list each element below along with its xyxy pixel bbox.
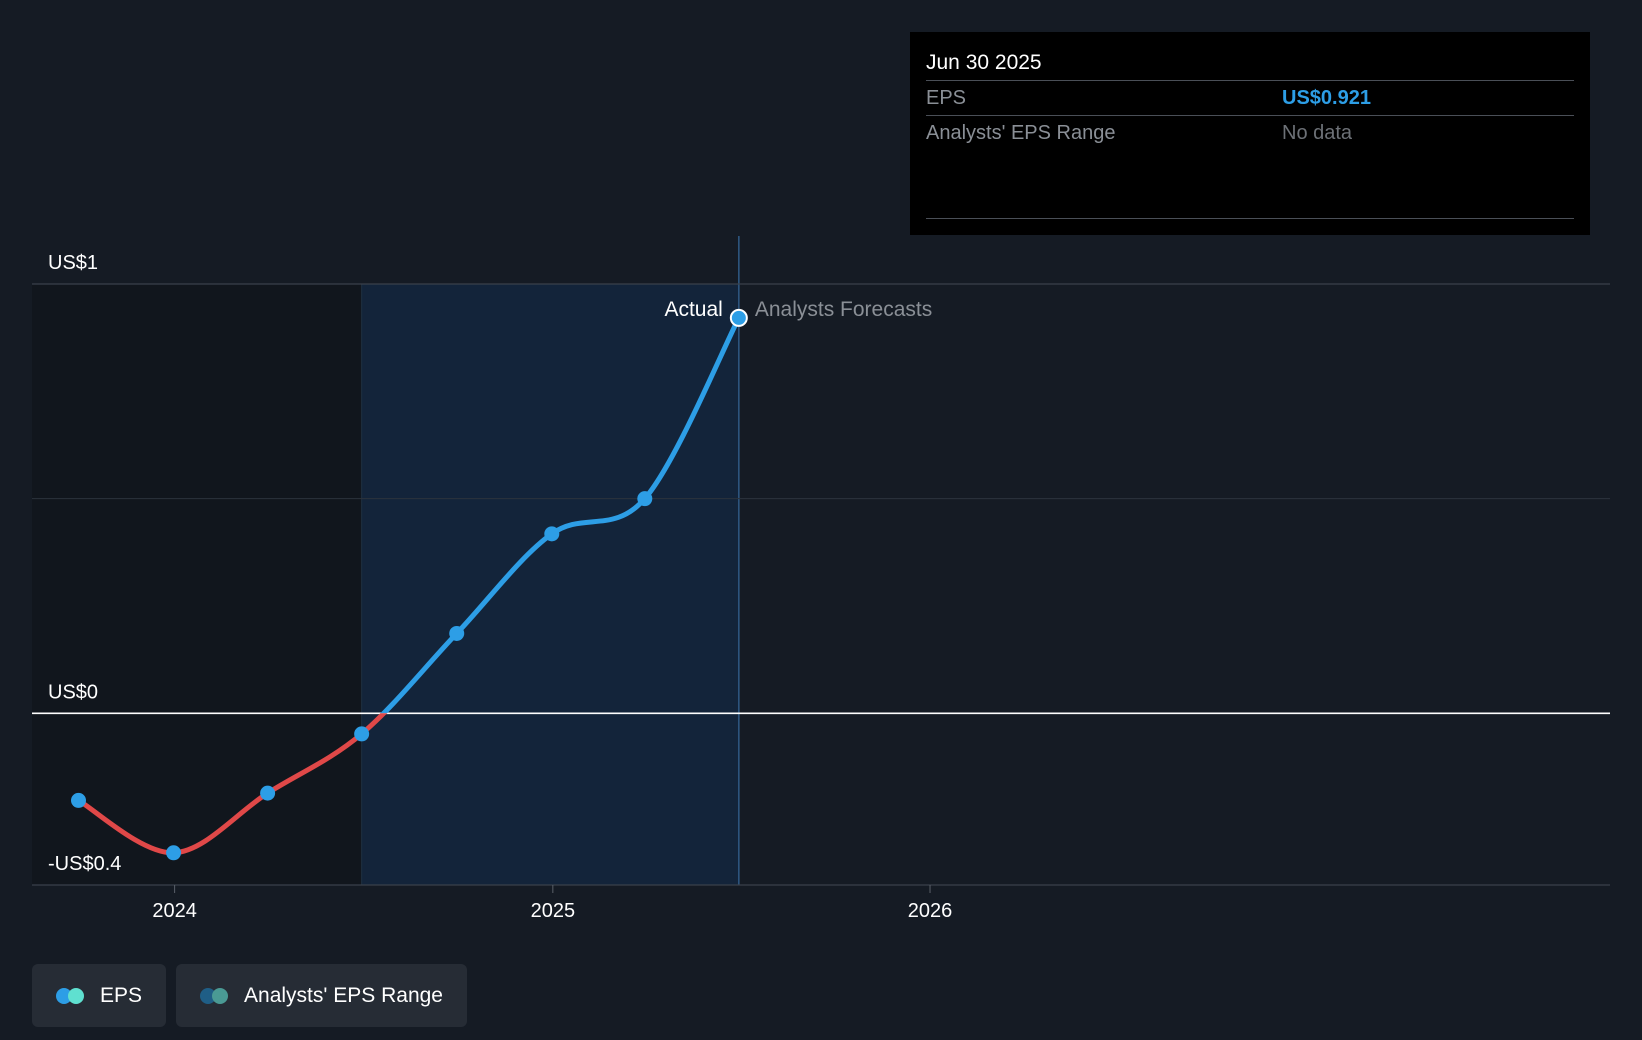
tooltip-divider — [926, 218, 1574, 219]
past-region — [32, 284, 362, 885]
eps-point — [260, 785, 276, 801]
eps-point — [166, 845, 182, 861]
tooltip-range-label: Analysts' EPS Range — [926, 122, 1116, 144]
eps-point — [544, 526, 560, 542]
legend-eps-icon — [56, 987, 86, 1004]
y-tick-label: -US$0.4 — [48, 853, 121, 875]
tooltip-eps-label: EPS — [926, 87, 967, 109]
legend-eps-label: EPS — [100, 983, 143, 1007]
eps-line-negative — [76, 713, 388, 856]
x-tick-label: 2024 — [152, 900, 197, 922]
forecast-label: Analysts Forecasts — [755, 298, 932, 321]
tooltip-row-eps: EPS US$0.921 — [926, 80, 1574, 115]
eps-point — [354, 726, 370, 742]
tooltip-eps-value: US$0.921 — [1282, 87, 1371, 109]
legend-item-range[interactable]: Analysts' EPS Range — [176, 964, 467, 1027]
y-tick-label: US$0 — [48, 681, 98, 703]
eps-point — [637, 491, 653, 507]
legend-item-eps[interactable]: EPS — [32, 964, 167, 1027]
tooltip-range-value: No data — [1282, 122, 1353, 144]
eps-point — [71, 792, 87, 808]
tooltip-date: Jun 30 2025 — [926, 51, 1042, 74]
x-tick-label: 2025 — [531, 900, 576, 922]
tooltip-row-range: Analysts' EPS Range No data — [926, 115, 1574, 150]
legend-range-label: Analysts' EPS Range — [244, 983, 443, 1007]
y-tick-label: US$1 — [48, 252, 98, 274]
legend-range-icon — [200, 987, 230, 1004]
actual-shade — [361, 284, 739, 885]
eps-point — [729, 308, 748, 327]
eps-point — [449, 625, 465, 641]
legend: EPS Analysts' EPS Range — [32, 964, 467, 1027]
tooltip: Jun 30 2025 EPS US$0.921 Analysts' EPS R… — [910, 32, 1590, 235]
x-tick-label: 2026 — [908, 900, 953, 922]
actual-label: Actual — [664, 298, 722, 321]
